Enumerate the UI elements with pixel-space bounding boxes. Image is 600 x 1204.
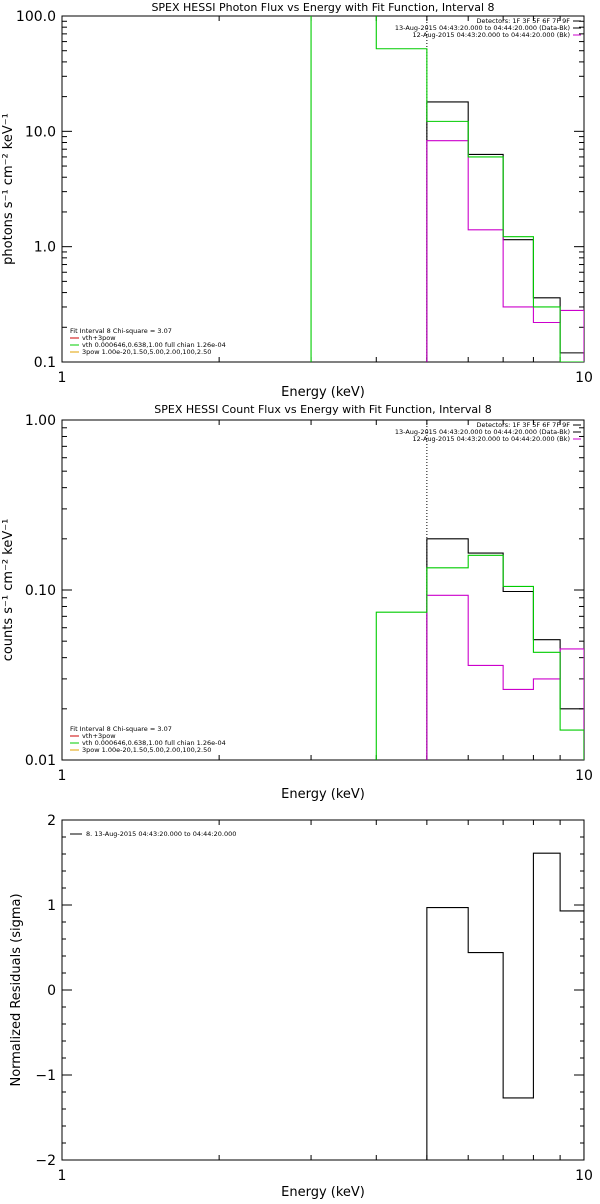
y-tick-label: 1.0 [34,240,56,256]
y-tick-label: 2 [47,813,56,829]
plot-frame [61,15,585,363]
x-axis-label: Energy (keV) [281,385,365,400]
legend-entry: Detectors: 1F 3F 5F 6F 7F 9F [476,17,570,25]
x-axis-label: Energy (keV) [281,787,365,802]
panel-2: 0.01 0.10 1.00 1 10 SPEX HESSI Count Flux vs … [1,403,593,802]
legend-entry: Fit Interval 8 Chi-square = 3.07 [70,725,172,733]
legend-entry: vth+3pow [82,334,116,342]
legend-entry: 8. 13-Aug-2015 04:43:20.000 to 04:44:20.… [86,830,236,838]
legend-entry: 12-Aug-2015 04:43:20.000 to 04:44:20.000… [413,31,570,39]
y-tick-label: 1 [47,898,56,914]
x-tick-label: 1 [58,370,67,386]
legend-entry: 3pow 1.00e-20,1.50,5.00,2.00,100,2.50 [82,746,211,754]
legend-entry: 13-Aug-2015 04:43:20.000 to 04:44:20.000… [395,24,570,32]
legend-entry: 12-Aug-2015 04:43:20.000 to 04:44:20.000… [413,435,570,443]
series-bk-step [426,140,584,362]
legend-entry: 3pow 1.00e-20,1.50,5.00,2.00,100,2.50 [82,348,211,356]
plot-frame [61,419,585,761]
y-axis-label: Normalized Residuals (sigma) [9,893,24,1086]
x-tick-label: 1 [58,768,67,784]
y-tick-label: 0 [47,983,56,999]
chart-title: SPEX HESSI Photon Flux vs Energy with Fi… [151,1,494,14]
y-tick-label: −2 [35,1153,56,1169]
x-tick-label: 10 [575,370,593,386]
y-tick-label: 0.1 [34,355,56,371]
legend-entry: Detectors: 1F 3F 5F 6F 7F 9F [476,421,570,429]
series-data-bk-step [426,101,584,362]
legend-entry: vth 0.000646,0.638,1.00 full chian 1.26e… [82,341,226,349]
legend-entry: Fit Interval 8 Chi-square = 3.07 [70,327,172,335]
series-data-bk-step [426,538,584,760]
series-vth-step [310,16,584,362]
x-tick-label: 10 [575,768,593,784]
y-tick-label: 100.0 [16,9,56,25]
y-axis-label: photons s⁻¹ cm⁻² keV⁻¹ [1,113,16,265]
legend-entry: vth 0.000646,0.638,1.00 full chian 1.26e… [82,739,226,747]
y-tick-label: −1 [35,1068,56,1084]
y-tick-label: 1.00 [25,413,56,429]
panel-3: −2 −1 0 1 2 1 10 Energy (keV) Normalized Residua… [9,813,593,1200]
series-residuals-step [426,852,584,1160]
y-tick-label: 0.10 [25,583,56,599]
panel-1: 0.1 1.0 10.0 100.0 1 10 SPEX HESSI Photon Flux… [1,1,593,400]
legend-entry: 13-Aug-2015 04:43:20.000 to 04:44:20.000… [395,428,570,436]
plot-frame [61,819,585,1161]
x-tick-label: 10 [575,1168,593,1184]
x-tick-label: 1 [58,1168,67,1184]
series-vth-step [310,554,584,760]
y-tick-label: 0.01 [25,753,56,769]
x-axis-label: Energy (keV) [281,1185,365,1200]
series-bk-step [426,594,584,760]
legend-entry: vth+3pow [82,732,116,740]
y-tick-label: 10.0 [25,124,56,140]
chart-title: SPEX HESSI Count Flux vs Energy with Fit… [154,403,491,416]
y-axis-label: counts s⁻¹ cm⁻² keV⁻¹ [1,519,16,662]
